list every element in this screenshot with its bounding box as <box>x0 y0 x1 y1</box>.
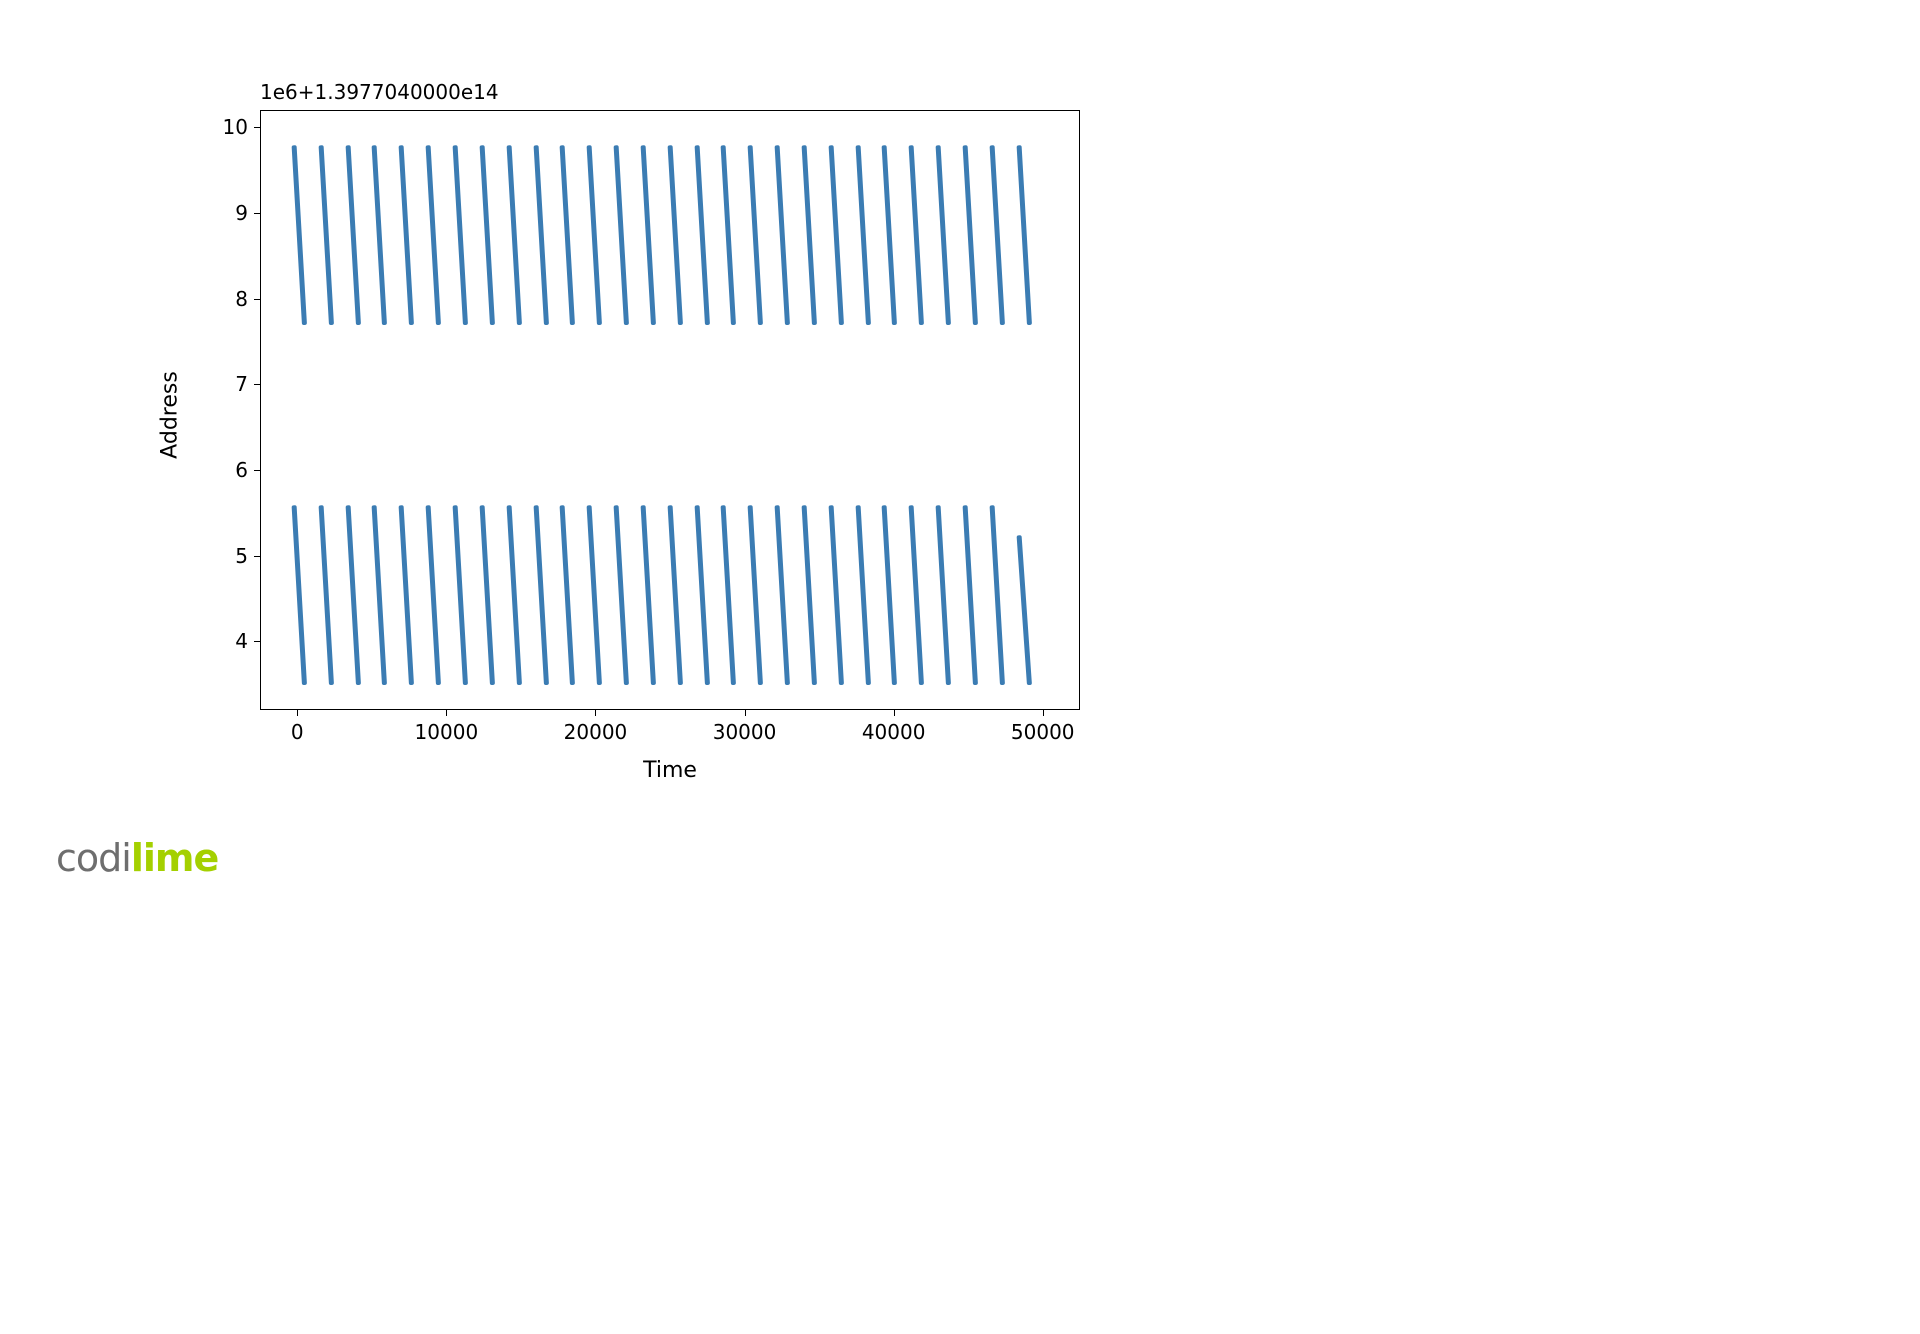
data-streak <box>882 505 897 685</box>
data-streak <box>775 505 790 685</box>
x-tick-mark <box>894 710 895 716</box>
data-streak <box>828 505 843 685</box>
data-streak <box>989 505 1004 685</box>
x-tick-mark <box>297 710 298 716</box>
data-streak <box>399 505 414 685</box>
data-streak <box>1016 535 1031 685</box>
data-streak <box>694 145 709 325</box>
data-streak <box>560 145 575 325</box>
data-streak <box>426 505 441 685</box>
data-streak <box>318 505 333 685</box>
data-streak <box>292 505 307 685</box>
data-streak <box>453 505 468 685</box>
data-streak <box>721 505 736 685</box>
x-tick-label: 30000 <box>713 720 777 744</box>
data-streak <box>345 145 360 325</box>
y-tick-mark <box>254 556 260 557</box>
data-streak <box>587 505 602 685</box>
data-streak <box>936 145 951 325</box>
logo-part2: lime <box>131 836 218 880</box>
data-streak <box>801 505 816 685</box>
y-tick-mark <box>254 213 260 214</box>
x-tick-mark <box>745 710 746 716</box>
data-streak <box>479 505 494 685</box>
y-tick-label: 6 <box>235 458 248 482</box>
data-streak <box>640 505 655 685</box>
y-axis-label: Address <box>158 371 183 459</box>
data-streak <box>936 505 951 685</box>
y-tick-mark <box>254 127 260 128</box>
data-streak <box>694 505 709 685</box>
x-tick-label: 50000 <box>1011 720 1075 744</box>
y-tick-mark <box>254 384 260 385</box>
x-tick-label: 40000 <box>862 720 926 744</box>
chart: 1e6+1.3977040000e14 Address Time 4567891… <box>260 110 1080 720</box>
data-streak <box>533 505 548 685</box>
logo: codilime <box>56 836 218 880</box>
data-streak <box>506 145 521 325</box>
data-streak <box>775 145 790 325</box>
y-tick-mark <box>254 470 260 471</box>
data-streak <box>828 145 843 325</box>
x-tick-mark <box>446 710 447 716</box>
x-tick-mark <box>595 710 596 716</box>
data-streak <box>909 505 924 685</box>
y-tick-label: 5 <box>235 544 248 568</box>
data-streak <box>372 505 387 685</box>
data-streak <box>399 145 414 325</box>
y-offset-label: 1e6+1.3977040000e14 <box>260 80 499 104</box>
data-streak <box>667 505 682 685</box>
data-streak <box>506 505 521 685</box>
y-tick-label: 9 <box>235 201 248 225</box>
y-tick-mark <box>254 641 260 642</box>
data-streak <box>882 145 897 325</box>
logo-part1: codi <box>56 836 131 880</box>
data-streak <box>962 505 977 685</box>
y-tick-label: 10 <box>223 115 248 139</box>
data-streak <box>748 505 763 685</box>
data-streak <box>721 145 736 325</box>
data-streak <box>748 145 763 325</box>
data-streak <box>801 145 816 325</box>
data-streak <box>372 145 387 325</box>
y-tick-label: 4 <box>235 629 248 653</box>
x-tick-label: 20000 <box>564 720 628 744</box>
data-streak <box>667 145 682 325</box>
data-streak <box>453 145 468 325</box>
y-tick-label: 8 <box>235 287 248 311</box>
data-streak <box>318 145 333 325</box>
data-streak <box>855 505 870 685</box>
data-streak <box>989 145 1004 325</box>
data-streak <box>345 505 360 685</box>
data-streak <box>560 505 575 685</box>
data-streak <box>855 145 870 325</box>
x-tick-mark <box>1043 710 1044 716</box>
data-streak <box>614 505 629 685</box>
data-streak <box>533 145 548 325</box>
plot-area <box>260 110 1080 710</box>
data-streak <box>962 145 977 325</box>
data-streak <box>587 145 602 325</box>
y-tick-mark <box>254 299 260 300</box>
data-streak <box>426 145 441 325</box>
y-tick-label: 7 <box>235 372 248 396</box>
data-streak <box>479 145 494 325</box>
data-streak <box>640 145 655 325</box>
data-streak <box>909 145 924 325</box>
data-streak <box>1016 145 1031 325</box>
data-streak <box>292 145 307 325</box>
x-tick-label: 10000 <box>415 720 479 744</box>
x-axis-label: Time <box>643 758 697 783</box>
page: 1e6+1.3977040000e14 Address Time 4 5 6 7 8 9 1… <box>0 0 1920 1334</box>
x-tick-label: 0 <box>291 720 304 744</box>
data-streak <box>614 145 629 325</box>
